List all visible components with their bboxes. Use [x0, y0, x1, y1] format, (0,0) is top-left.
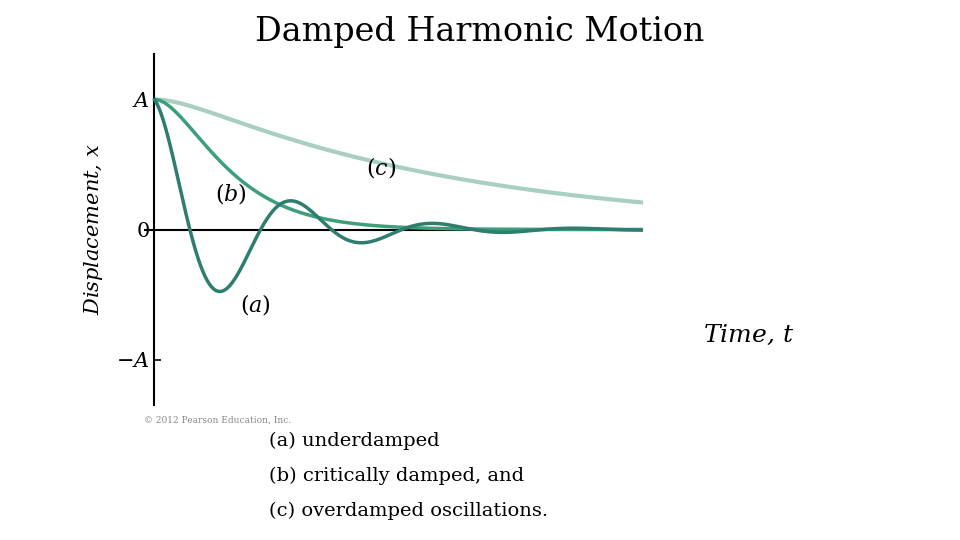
Text: (a) underdamped: (a) underdamped — [269, 432, 440, 450]
Text: $(a)$: $(a)$ — [240, 292, 271, 318]
Y-axis label: Displacement, $x$: Displacement, $x$ — [82, 144, 105, 315]
Text: Time, $t$: Time, $t$ — [704, 323, 794, 347]
Text: (c) overdamped oscillations.: (c) overdamped oscillations. — [269, 502, 548, 521]
Text: (b) critically damped, and: (b) critically damped, and — [269, 467, 524, 485]
Text: $(b)$: $(b)$ — [215, 180, 248, 206]
Text: $(c)$: $(c)$ — [367, 154, 396, 180]
Text: © 2012 Pearson Education, Inc.: © 2012 Pearson Education, Inc. — [144, 416, 291, 425]
Text: Damped Harmonic Motion: Damped Harmonic Motion — [255, 16, 705, 48]
